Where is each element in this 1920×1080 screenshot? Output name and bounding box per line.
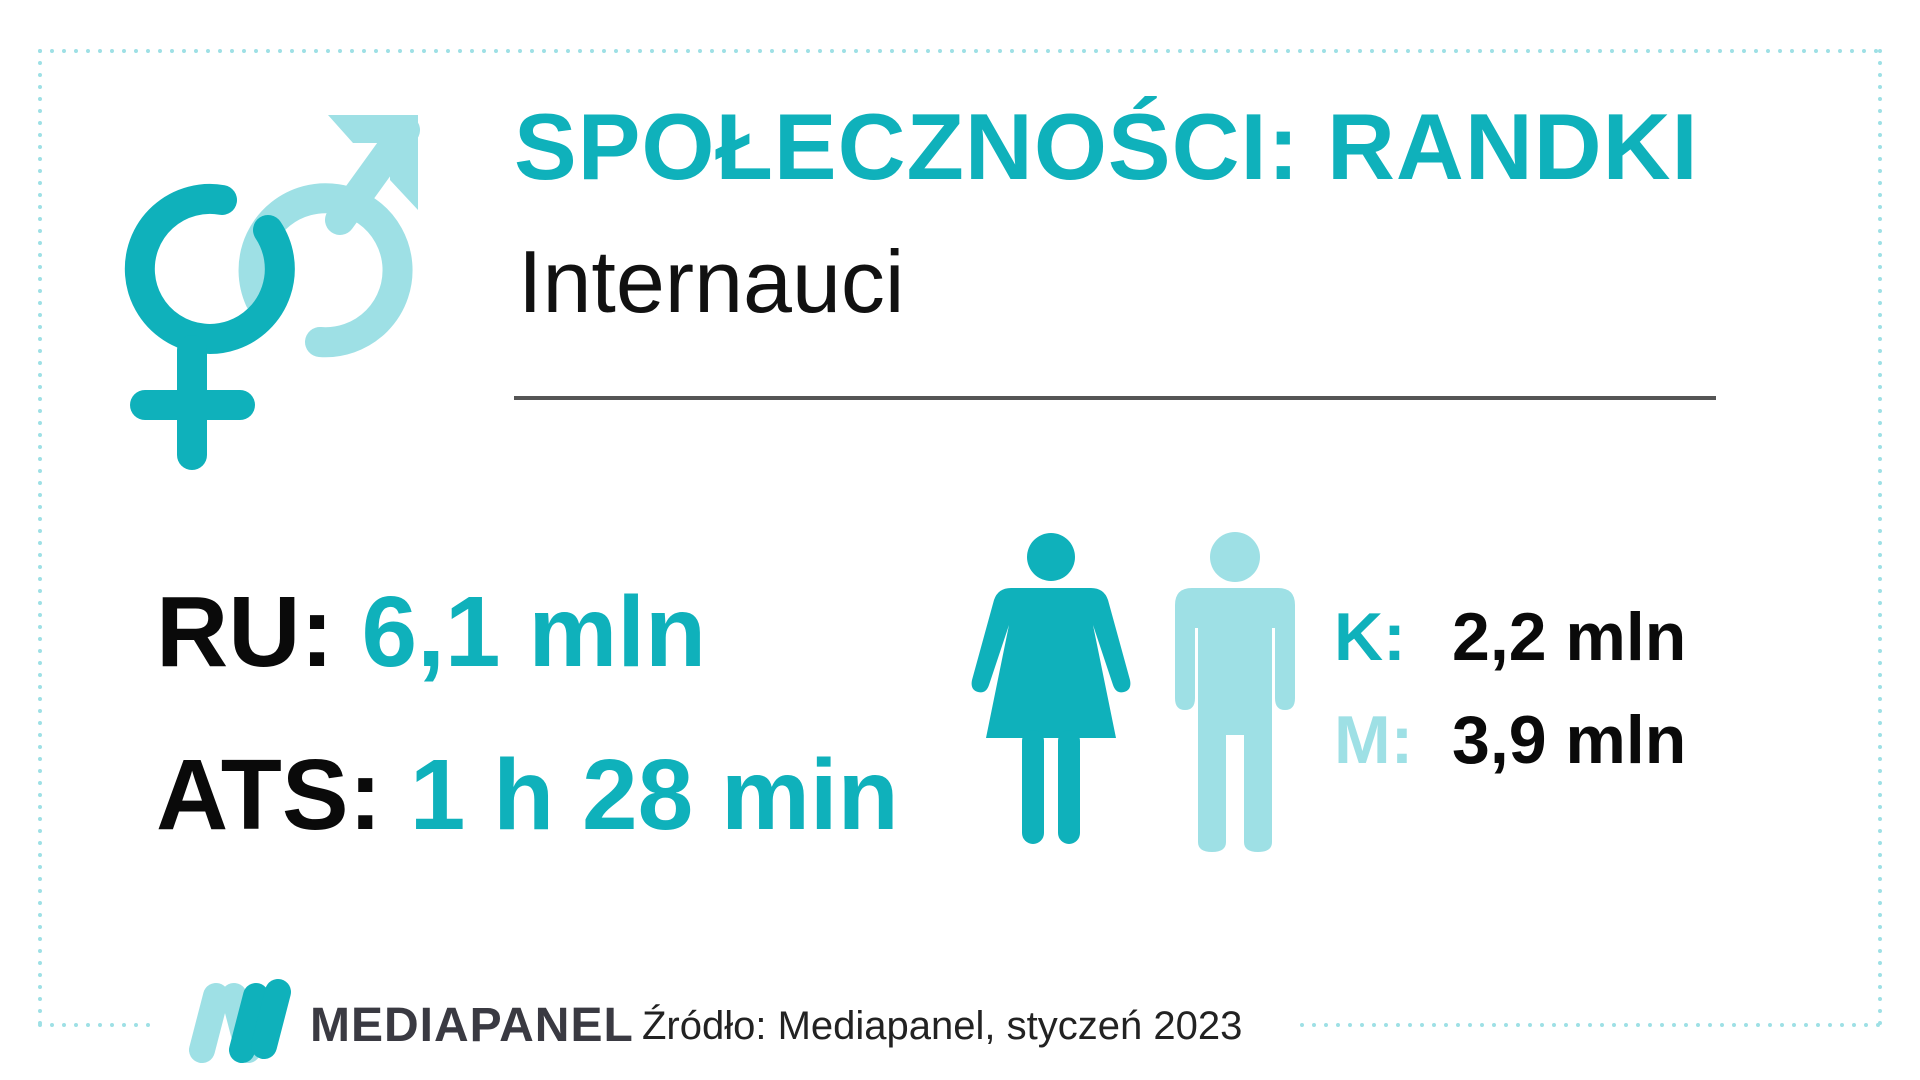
stat-ats-label: ATS: [156, 739, 382, 851]
stat-ru-label: RU: [156, 576, 334, 688]
male-label: M: [1334, 702, 1414, 778]
gender-symbols-icon [124, 115, 420, 470]
mediapanel-logo-icon [189, 979, 291, 1063]
man-icon [1175, 532, 1295, 852]
stat-ats: ATS: 1 h 28 min [156, 745, 899, 845]
brand-name: MEDIAPANEL [310, 999, 634, 1052]
stat-ru-value: 6,1 mln [361, 576, 707, 688]
female-value: 2,2 mln [1452, 599, 1687, 675]
stat-ru: RU: 6,1 mln [156, 582, 706, 682]
page-title: SPOŁECZNOŚCI: RANDKI [514, 94, 1699, 199]
stat-ats-value: 1 h 28 min [409, 739, 899, 851]
male-value: 3,9 mln [1452, 702, 1687, 778]
page-subtitle: Internauci [518, 232, 905, 331]
woman-icon [971, 533, 1131, 844]
female-count: K: 2,2 mln [1334, 603, 1686, 671]
source-note: Źródło: Mediapanel, styczeń 2023 [642, 1004, 1243, 1048]
header-divider [514, 396, 1716, 400]
male-count: M: 3,9 mln [1334, 706, 1686, 774]
female-label: K: [1334, 599, 1406, 675]
